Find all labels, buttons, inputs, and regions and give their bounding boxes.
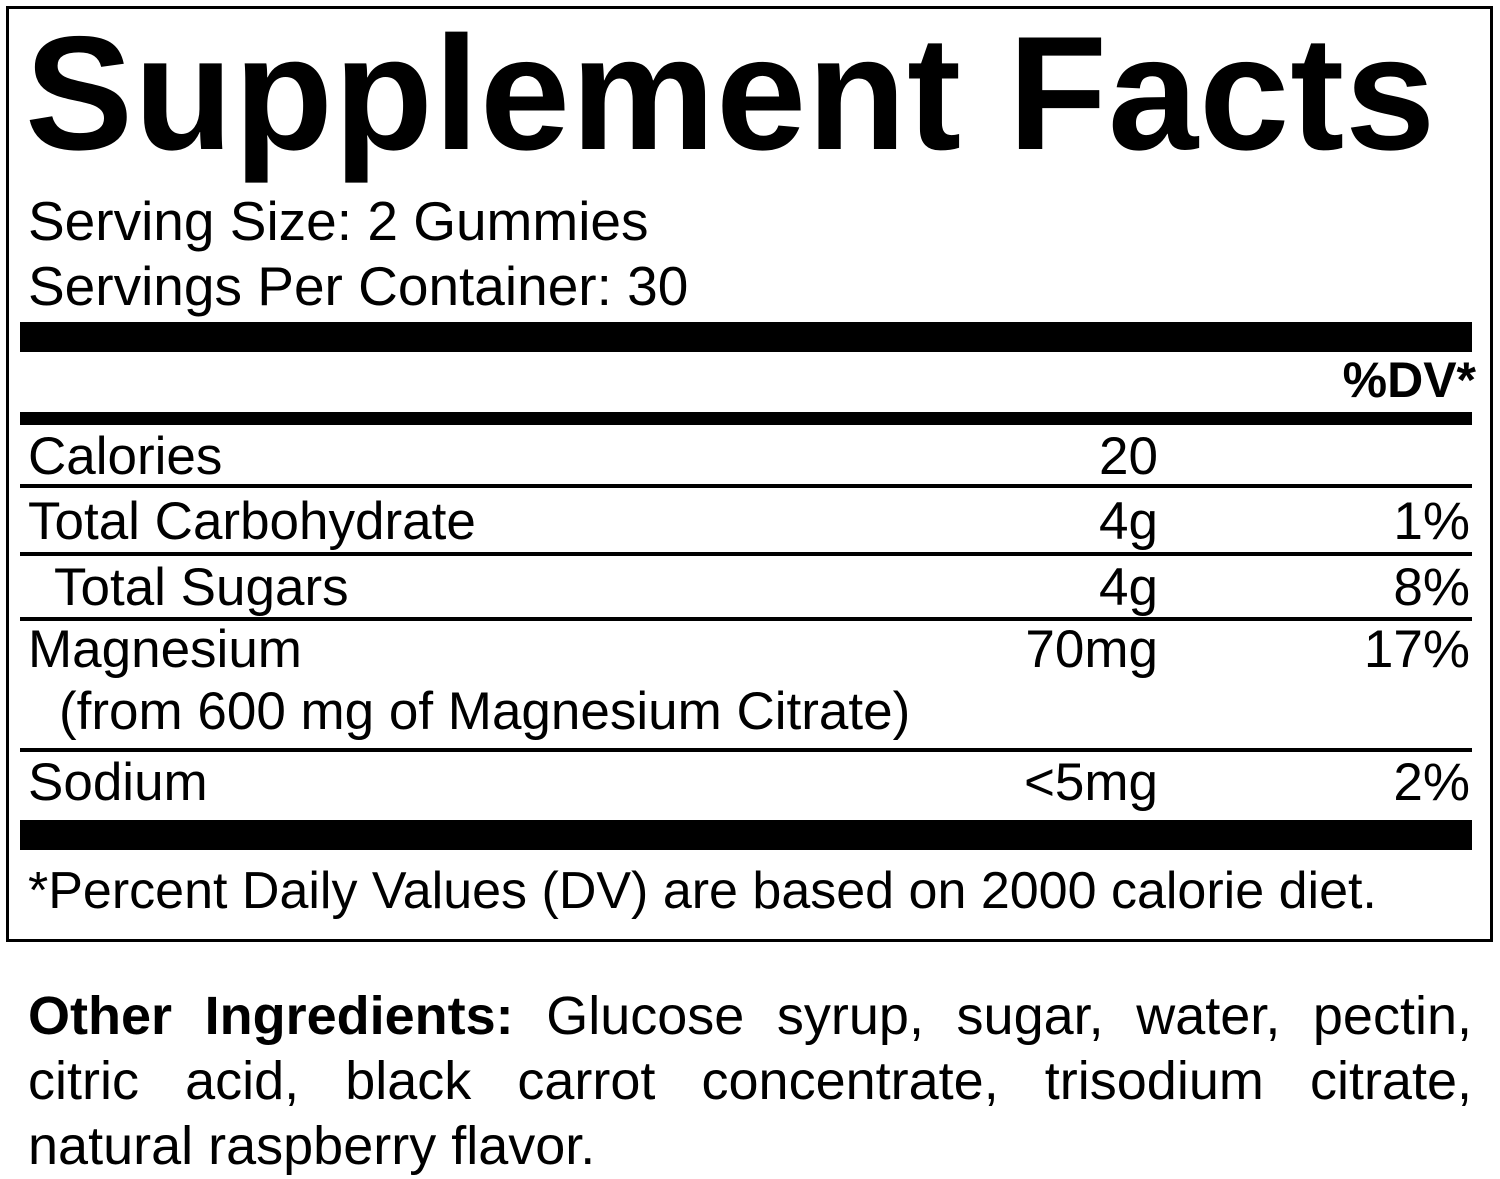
dv-footnote: *Percent Daily Values (DV) are based on … (28, 862, 1377, 920)
row-separator (20, 552, 1472, 556)
supplement-facts-title: Supplement Facts (25, 3, 1437, 184)
nutrient-name: Magnesium (28, 620, 302, 679)
nutrient-amount: 20 (1099, 427, 1158, 486)
percent-dv-column-header: %DV* (1342, 352, 1476, 408)
nutrient-row-calories: Calories 20 (20, 430, 1472, 483)
nutrient-row-total-sugars: Total Sugars 4g 8% (20, 561, 1472, 614)
thick-divider-header (20, 412, 1472, 425)
row-separator (20, 617, 1472, 621)
nutrient-row-magnesium: Magnesium 70mg 17% (20, 623, 1472, 676)
row-separator (20, 484, 1472, 488)
nutrient-row-total-carbohydrate: Total Carbohydrate 4g 1% (20, 495, 1472, 548)
nutrient-dv: 1% (1393, 492, 1470, 551)
nutrient-name: Total Sugars (54, 558, 349, 617)
other-ingredients-text: Glucose syrup, sugar, water, pectin, (513, 986, 1473, 1046)
supplement-facts-panel: Supplement Facts Serving Size: 2 Gummies… (6, 6, 1493, 942)
nutrient-amount: <5mg (1023, 753, 1158, 812)
nutrient-amount: 4g (1099, 492, 1158, 551)
nutrient-name: Calories (28, 427, 223, 486)
nutrient-name: Sodium (28, 753, 208, 812)
thick-divider-top (20, 322, 1472, 352)
magnesium-source-note: (from 600 mg of Magnesium Citrate) (59, 682, 911, 741)
nutrient-dv: 8% (1393, 558, 1470, 617)
other-ingredients-section: Other Ingredients: Glucose syrup, sugar,… (28, 984, 1472, 1179)
nutrient-name: Total Carbohydrate (28, 492, 476, 551)
other-ingredients-line-3: natural raspberry flavor. (28, 1116, 596, 1176)
servings-per-container: Servings Per Container: 30 (28, 255, 689, 317)
nutrient-dv: 2% (1393, 753, 1470, 812)
nutrient-dv: 17% (1363, 620, 1470, 679)
nutrient-amount: 4g (1099, 558, 1158, 617)
row-separator (20, 748, 1472, 752)
nutrient-amount: 70mg (1025, 620, 1158, 679)
nutrient-table: Calories 20 Total Carbohydrate 4g 1% Tot… (20, 9, 1472, 945)
thick-divider-bottom (20, 820, 1472, 850)
other-ingredients-line-2: citric acid, black carrot concentrate, t… (28, 1051, 1472, 1111)
other-ingredients-line-1: Other Ingredients: Glucose syrup, sugar,… (28, 984, 1472, 1049)
serving-size: Serving Size: 2 Gummies (28, 190, 649, 252)
other-ingredients-label: Other Ingredients: (28, 986, 514, 1046)
nutrient-row-sodium: Sodium <5mg 2% (20, 756, 1472, 809)
